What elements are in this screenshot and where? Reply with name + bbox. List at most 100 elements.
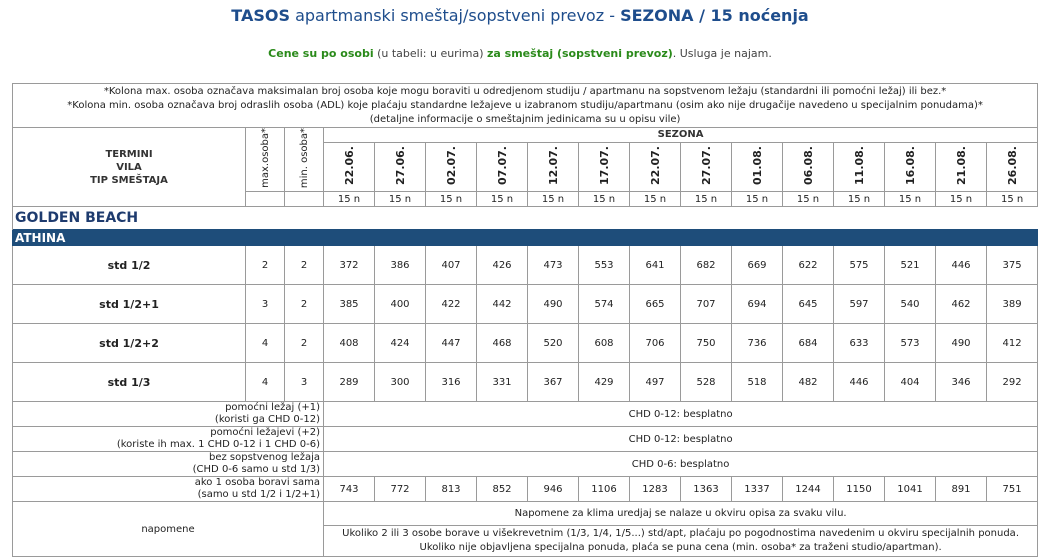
napomene-3-text: Ukoliko nije objavljena specijalna ponud… bbox=[419, 542, 942, 554]
header-termini: TERMINI bbox=[105, 148, 153, 160]
price-cell: 446 bbox=[833, 362, 885, 403]
price-cell: 408 bbox=[323, 323, 375, 364]
subtitle-part: Cene su po osobi bbox=[268, 47, 374, 60]
date-cell: 12.07. bbox=[527, 141, 579, 193]
extra-label-1: bez sopstvenog ležaja bbox=[208, 452, 320, 464]
price-cell: 490 bbox=[935, 323, 987, 364]
single-price: 946 bbox=[527, 476, 579, 503]
price-cell: 385 bbox=[323, 284, 375, 325]
price-cell: 426 bbox=[476, 245, 528, 286]
header-vila: VILA bbox=[116, 161, 142, 173]
price-cell: 400 bbox=[374, 284, 426, 325]
price-cell: 446 bbox=[935, 245, 987, 286]
single-price: 1283 bbox=[629, 476, 681, 503]
date-text: 06.08. bbox=[801, 146, 815, 186]
table-row: std 1/2+2 4 2 408 424 447 468 520 608 706 750 736 68… bbox=[12, 323, 1039, 364]
extra-label: bez sopstvenog ležaja (CHD 0-6 samo u std… bbox=[12, 451, 324, 478]
price-cell: 331 bbox=[476, 362, 528, 403]
price-cell: 706 bbox=[629, 323, 681, 364]
date-text: 16.08. bbox=[903, 146, 917, 186]
room-type: std 1/2 bbox=[12, 245, 246, 286]
date-cell: 22.07. bbox=[629, 141, 681, 193]
nights-cell: 15 n bbox=[884, 191, 936, 208]
date-text: 21.08. bbox=[954, 146, 968, 186]
room-max: 2 bbox=[245, 245, 285, 286]
nights-cell: 15 n bbox=[425, 191, 477, 208]
napomene-label: napomene bbox=[12, 501, 324, 557]
nights-cell: 15 n bbox=[527, 191, 579, 208]
subtitle-part: za smeštaj (sopstveni prevoz) bbox=[487, 47, 673, 60]
price-cell: 473 bbox=[527, 245, 579, 286]
extra-label-2: (koristi ga CHD 0-12) bbox=[214, 414, 320, 426]
date-cell: 07.07. bbox=[476, 141, 528, 193]
price-cell: 736 bbox=[731, 323, 783, 364]
date-text: 02.07. bbox=[444, 146, 458, 186]
room-max: 3 bbox=[245, 284, 285, 325]
price-cell: 665 bbox=[629, 284, 681, 325]
notes-cell: *Kolona max. osoba označava maksimalan b… bbox=[11, 83, 1039, 128]
extra-value: CHD 0-6: besplatno bbox=[322, 451, 1039, 478]
single-price: 1337 bbox=[731, 476, 783, 503]
date-text: 22.06. bbox=[342, 146, 356, 186]
title-season: SEZONA / 15 noćenja bbox=[620, 6, 809, 25]
price-cell: 574 bbox=[578, 284, 630, 325]
price-cell: 386 bbox=[374, 245, 426, 286]
note-line: *Kolona min. osoba označava broj odrasli… bbox=[67, 99, 983, 111]
napomene-row: Ukoliko 2 ili 3 osobe borave u višekreve… bbox=[13, 525, 1039, 557]
room-min: 3 bbox=[284, 362, 324, 403]
note-line: *Kolona max. osoba označava maksimalan b… bbox=[103, 85, 947, 97]
price-cell: 521 bbox=[884, 245, 936, 286]
date-cell: 22.06. bbox=[323, 141, 375, 193]
single-price: 772 bbox=[374, 476, 426, 503]
price-cell: 372 bbox=[323, 245, 375, 286]
price-cell: 289 bbox=[323, 362, 375, 403]
room-type: std 1/2+2 bbox=[12, 323, 246, 364]
price-cell: 540 bbox=[884, 284, 936, 325]
price-cell: 669 bbox=[731, 245, 783, 286]
date-text: 27.07. bbox=[699, 146, 713, 186]
room-max: 4 bbox=[245, 362, 285, 403]
price-cell: 404 bbox=[884, 362, 936, 403]
date-cell: 16.08. bbox=[884, 141, 936, 193]
price-cell: 707 bbox=[680, 284, 732, 325]
price-cell: 750 bbox=[680, 323, 732, 364]
notes-row: *Kolona max. osoba označava maksimalan b… bbox=[11, 83, 1039, 128]
nights-cell: 15 n bbox=[935, 191, 987, 208]
price-cell: 292 bbox=[985, 362, 1039, 403]
date-cell: 27.06. bbox=[374, 141, 426, 193]
header-max: max.osoba* bbox=[245, 126, 285, 193]
table-row: std 1/2+1 3 2 385 400 422 442 490 574 665 707 694 64… bbox=[12, 284, 1039, 325]
single-price: 852 bbox=[476, 476, 528, 503]
single-price: 891 bbox=[935, 476, 987, 503]
room-max: 4 bbox=[245, 323, 285, 364]
price-cell: 645 bbox=[782, 284, 834, 325]
price-cell: 375 bbox=[985, 245, 1039, 286]
nights-cell: 15 n bbox=[374, 191, 426, 208]
nights-cell: 15 n bbox=[680, 191, 732, 208]
blank-cell bbox=[284, 191, 324, 208]
date-text: 27.06. bbox=[393, 146, 407, 186]
price-cell: 597 bbox=[833, 284, 885, 325]
header-tip: TIP SMEŠTAJA bbox=[90, 174, 168, 186]
price-cell: 622 bbox=[782, 245, 834, 286]
price-cell: 575 bbox=[833, 245, 885, 286]
price-cell: 468 bbox=[476, 323, 528, 364]
subtitle-part: . Usluga je najam. bbox=[672, 47, 772, 60]
price-cell: 422 bbox=[425, 284, 477, 325]
date-text: 17.07. bbox=[597, 146, 611, 186]
price-cell: 684 bbox=[782, 323, 834, 364]
price-cell: 346 bbox=[935, 362, 987, 403]
extra-label: pomoćni ležaj (+1) (koristi ga CHD 0-12) bbox=[12, 401, 324, 428]
napomene-2: Ukoliko 2 ili 3 osobe borave u višekreve… bbox=[322, 525, 1039, 557]
single-row: ako 1 osoba boravi sama (samo u std 1/2 … bbox=[12, 476, 1039, 503]
nights-cell: 15 n bbox=[629, 191, 681, 208]
single-price: 813 bbox=[425, 476, 477, 503]
price-cell: 633 bbox=[833, 323, 885, 364]
extra-row: bez sopstvenog ležaja (CHD 0-6 samo u std… bbox=[12, 451, 1039, 478]
extra-row: pomoćni ležaj (+1) (koristi ga CHD 0-12) C… bbox=[12, 401, 1039, 428]
room-type: std 1/2+1 bbox=[12, 284, 246, 325]
price-cell: 316 bbox=[425, 362, 477, 403]
napomene-row: napomene Napomene za klima uredjaj se na… bbox=[12, 501, 1039, 557]
price-cell: 429 bbox=[578, 362, 630, 403]
price-cell: 520 bbox=[527, 323, 579, 364]
